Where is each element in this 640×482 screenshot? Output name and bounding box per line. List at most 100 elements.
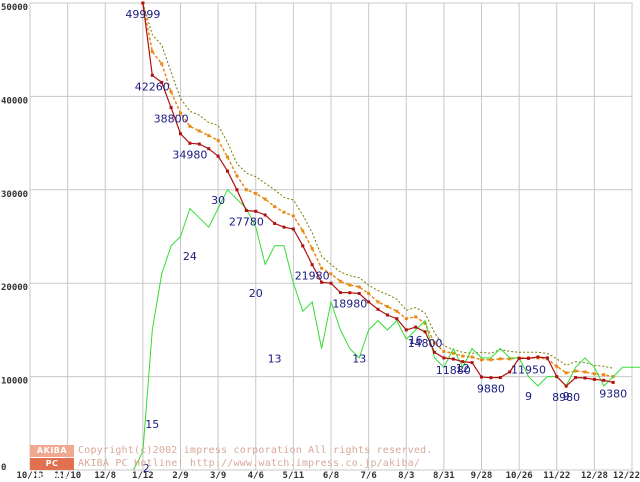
average-price-point: [348, 284, 351, 287]
average-price-point: [414, 315, 417, 318]
min-price-point: [546, 356, 549, 359]
min-price-point: [414, 326, 417, 329]
average-price-point: [292, 214, 295, 217]
average-price-point: [160, 62, 163, 65]
max-price-line: [143, 3, 613, 368]
min-price-point: [593, 378, 596, 381]
average-price-point: [386, 305, 389, 308]
min-price-point: [442, 356, 445, 359]
min-price-point: [179, 132, 182, 135]
average-price-point: [461, 355, 464, 358]
shop-count-data-label: 20: [249, 287, 263, 300]
average-price-point: [235, 174, 238, 177]
min-price-point: [348, 291, 351, 294]
copyright-text: Copyright(c)2002 impress corporation All…: [78, 445, 433, 456]
min-price-point: [424, 330, 427, 333]
average-price-point: [254, 192, 257, 195]
min-price-point: [273, 222, 276, 225]
min-price-data-label: 11950: [511, 363, 546, 376]
min-price-point: [282, 226, 285, 229]
average-price-point: [480, 358, 483, 361]
min-price-point: [555, 375, 558, 378]
shop-count-data-label: 15: [145, 418, 159, 431]
average-price-point: [264, 198, 267, 201]
average-price-point: [198, 129, 201, 132]
min-price-point: [339, 291, 342, 294]
min-price-point: [433, 351, 436, 354]
average-price-point: [301, 229, 304, 232]
x-tick-label: 9/28: [471, 471, 493, 480]
min-price-point: [358, 292, 361, 295]
min-price-point: [405, 328, 408, 331]
average-price-point: [442, 350, 445, 353]
y-tick-label: 30000: [1, 190, 28, 200]
min-price-data-label: 18980: [332, 298, 367, 311]
shop-count-data-label: 12: [456, 362, 470, 375]
min-price-data-label: 34980: [172, 148, 207, 161]
min-price-point: [480, 376, 483, 379]
min-price-point: [518, 357, 521, 360]
average-price-point: [282, 211, 285, 214]
footer-watermark: AKIBA PC Hotline! Copyright(c)2002 impre…: [30, 444, 630, 472]
shop-count-data-label: 16: [409, 334, 423, 347]
average-price-point: [489, 358, 492, 361]
min-price-point: [377, 308, 380, 311]
average-price-point: [367, 292, 370, 295]
min-price-point: [292, 228, 295, 231]
min-price-point: [574, 376, 577, 379]
shop-count-data-label: 24: [183, 250, 197, 263]
average-price-point: [311, 247, 314, 250]
min-price-point: [198, 143, 201, 146]
average-price-point: [188, 125, 191, 128]
min-price-point: [151, 74, 154, 77]
min-price-point: [471, 361, 474, 364]
y-tick-label: 20000: [1, 283, 28, 293]
x-tick-label: 6/8: [323, 471, 339, 480]
x-tick-label: 12/28: [581, 471, 608, 480]
chart-grid: [30, 3, 632, 470]
average-price-point: [452, 352, 455, 355]
average-price-point: [226, 156, 229, 159]
x-tick-label: 8/31: [433, 471, 455, 480]
average-price-point: [377, 300, 380, 303]
x-tick-label: 5/11: [283, 471, 305, 480]
min-price-point: [565, 385, 568, 388]
average-price-point: [583, 370, 586, 373]
min-price-point: [207, 147, 210, 150]
min-price-point: [311, 263, 314, 266]
y-tick-label: 0: [1, 463, 6, 473]
average-price-point: [602, 373, 605, 376]
average-price-point: [499, 357, 502, 360]
min-price-point: [235, 188, 238, 191]
min-price-point: [386, 313, 389, 316]
y-tick-label: 10000: [1, 377, 28, 387]
min-price-data-label: 9880: [477, 383, 505, 396]
average-price-point: [555, 365, 558, 368]
min-price-point: [536, 355, 539, 358]
min-price-point: [254, 210, 257, 213]
average-price-point: [471, 355, 474, 358]
min-price-point: [141, 2, 144, 5]
min-price-point: [612, 381, 615, 384]
min-price-point: [499, 376, 502, 379]
average-price-point: [339, 280, 342, 283]
x-tick-label: 7/6: [360, 471, 376, 480]
average-price-point: [245, 188, 248, 191]
min-price-data-label: 42260: [135, 80, 170, 93]
pc-hotline-logo: PC Hotline!: [30, 458, 74, 470]
min-price-data-label: 38800: [154, 113, 189, 126]
x-tick-label: 2/9: [172, 471, 188, 480]
x-tick-label: 12/22: [613, 471, 640, 480]
min-price-data-label: 9380: [599, 387, 627, 400]
min-price-point: [452, 358, 455, 361]
min-price-data-label: 49999: [125, 8, 160, 21]
min-price-point: [527, 357, 530, 360]
data-labels: 4999942260388003498027780219801898014800…: [125, 8, 627, 475]
average-price-point: [207, 134, 210, 137]
average-price-point: [565, 371, 568, 374]
x-tick-label: 10/26: [506, 471, 533, 480]
min-price-point: [330, 282, 333, 285]
min-price-point: [188, 142, 191, 145]
min-price-point: [583, 377, 586, 380]
